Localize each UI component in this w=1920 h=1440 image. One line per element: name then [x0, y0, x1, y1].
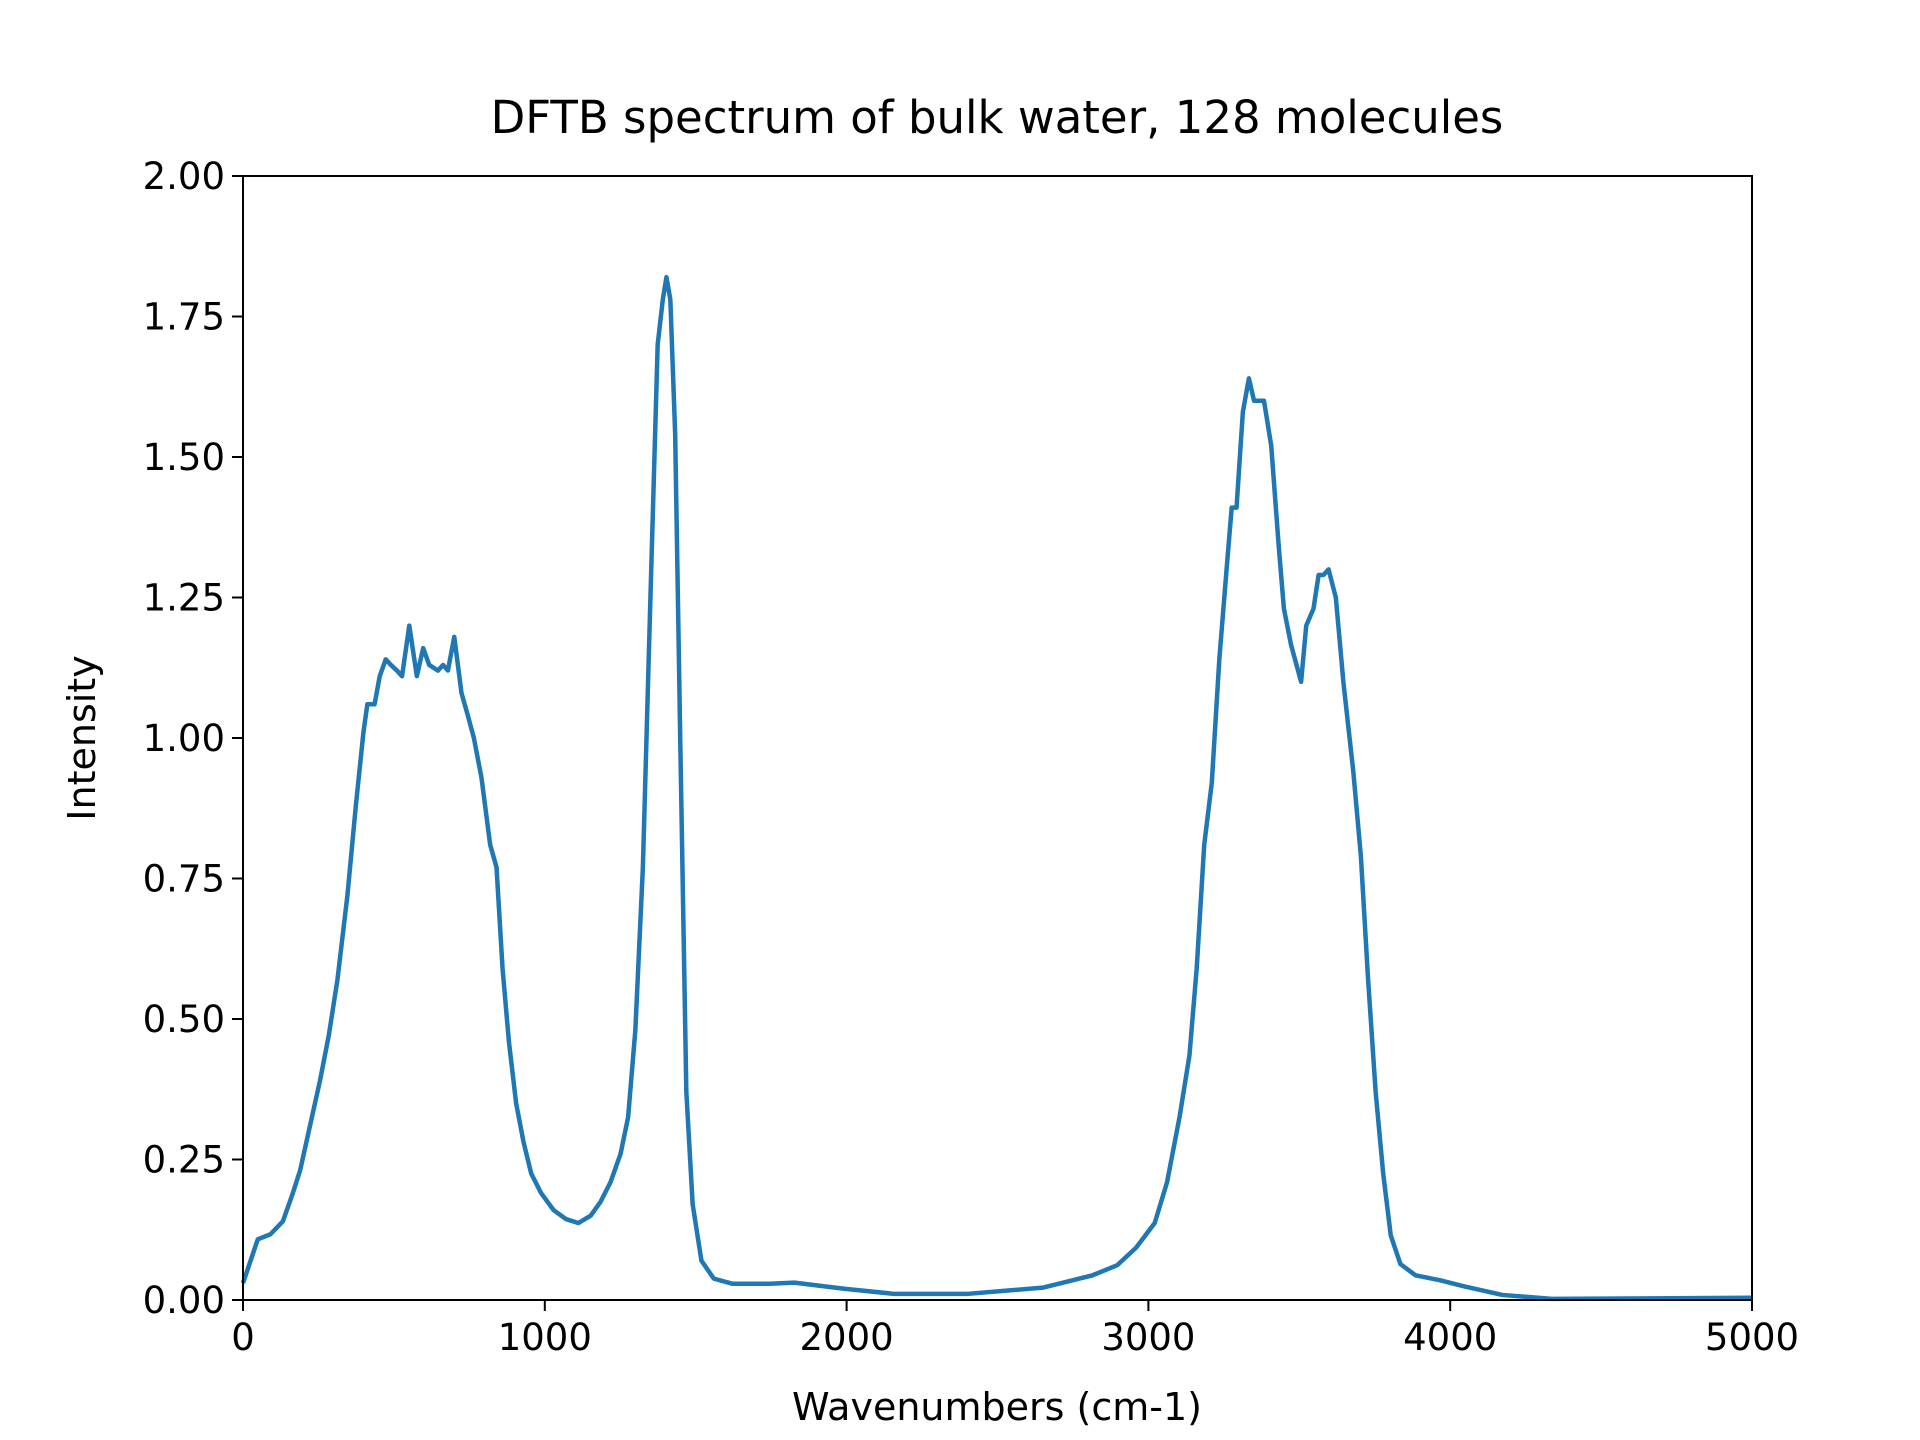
- x-tick-label: 5000: [1705, 1316, 1799, 1359]
- y-axis-label: Intensity: [60, 655, 104, 820]
- y-tick-label: 1.25: [143, 577, 225, 620]
- x-tick-label: 4000: [1403, 1316, 1497, 1359]
- y-tick-label: 0.75: [143, 858, 225, 901]
- y-tick-label: 0.25: [143, 1139, 225, 1182]
- plot-frame: [242, 175, 1753, 1301]
- y-tick-label: 1.75: [143, 296, 225, 339]
- y-tick-label: 1.50: [143, 436, 225, 479]
- line: [240, 274, 1753, 1302]
- y-tick-label: 0.00: [143, 1279, 225, 1322]
- x-axis-label: Wavenumbers (cm-1): [792, 1385, 1202, 1429]
- chart-title: DFTB spectrum of bulk water, 128 molecul…: [491, 91, 1504, 144]
- x-tick-label: 1000: [498, 1316, 592, 1359]
- y-tick-label: 2.00: [143, 155, 225, 198]
- x-tick-label: 3000: [1101, 1316, 1195, 1359]
- x-tick-label: 2000: [800, 1316, 894, 1359]
- x-tick-label: 0: [231, 1316, 255, 1359]
- y-tick-label: 1.00: [143, 717, 225, 760]
- y-tick-label: 0.50: [143, 998, 225, 1041]
